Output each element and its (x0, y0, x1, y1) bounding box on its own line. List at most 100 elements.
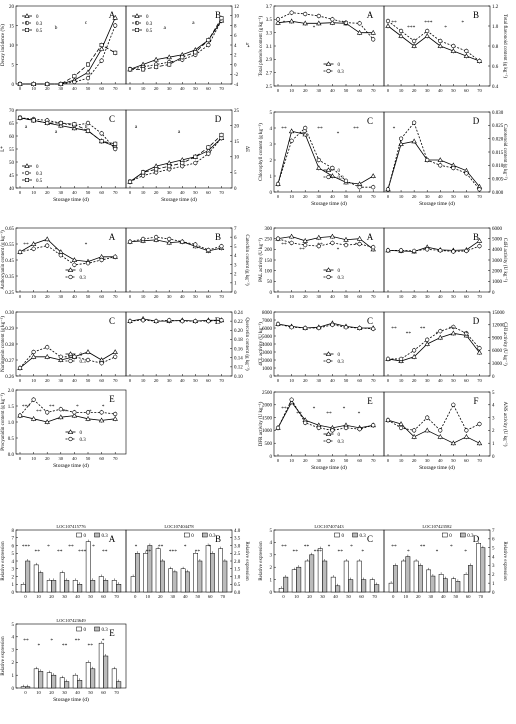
y-tick-label: 2000 (492, 269, 503, 274)
data-point-0 (437, 334, 443, 340)
y-tick-label: 4000 (262, 343, 273, 348)
series-line-0.3 (388, 326, 480, 360)
series-line-0 (19, 415, 116, 423)
y-tick-label: 2500 (262, 391, 273, 396)
data-point-0 (424, 33, 430, 38)
data-point-0.5 (167, 62, 172, 67)
legend-label: 0 (338, 269, 341, 274)
bar-0.3 (64, 580, 70, 593)
x-tick-label: 70 (479, 594, 484, 599)
panel-label: A (109, 232, 116, 242)
legend-label: 0 (36, 165, 39, 170)
x-tick-label: 50 (86, 456, 91, 461)
data-point-0.5 (141, 170, 146, 175)
y-tick-label: 0.29 (5, 327, 14, 332)
legend-marker (326, 68, 331, 74)
x-tick-label: 20 (412, 88, 417, 93)
series-line-0.3 (387, 20, 480, 62)
bar-0.3 (405, 556, 411, 593)
significance-mark: a (25, 124, 28, 130)
legend-label: 0.3 (467, 534, 474, 539)
panel-label: E (109, 394, 115, 404)
x-tick-label: 30 (317, 458, 322, 463)
legend-marker (24, 178, 29, 183)
x-tick-label: 60 (99, 378, 104, 383)
data-point-0.3 (31, 397, 36, 402)
x-tick-label: 70 (371, 294, 376, 299)
y-tick-label: 8 (12, 529, 15, 534)
significance-mark: ** (35, 549, 41, 555)
y-tick-label: 1000 (262, 367, 273, 372)
significance-mark: ** (299, 247, 305, 253)
data-point-0.5 (45, 121, 50, 126)
significance-mark: * (135, 544, 138, 550)
legend-marker (135, 27, 140, 32)
y-tick-label: 3 (492, 564, 495, 569)
significance-mark: *** (314, 549, 323, 555)
y-tick-label: 12000 (492, 324, 505, 329)
x-tick-label: 20 (416, 594, 421, 599)
series-line-0.3 (129, 137, 222, 183)
data-point-0.3 (275, 17, 281, 22)
data-point-0.3 (206, 42, 211, 48)
x-tick-label: 0 (282, 594, 285, 599)
y-tick-label: 0 (234, 63, 237, 68)
data-point-0.3 (412, 428, 417, 433)
bar-0.3 (103, 580, 109, 593)
data-point-0.3 (206, 247, 211, 253)
data-point-0 (112, 14, 118, 20)
significance-mark: ** (338, 549, 344, 555)
significance-mark: a (192, 20, 195, 26)
significance-mark: * (76, 404, 79, 410)
x-tick-label: 0 (129, 190, 132, 195)
y-tick-label: 1.0 (492, 25, 499, 30)
y-tick-label: 0 (492, 375, 495, 380)
y-tick-label: 1.2 (492, 5, 499, 10)
gene-label: LOC107415776 (56, 524, 86, 529)
panel-label: E (109, 628, 115, 638)
y-tick-label: 5 (12, 552, 15, 557)
y-tick-label: 0 (12, 591, 15, 596)
data-point-0.3 (85, 76, 91, 81)
data-point-0 (302, 131, 308, 137)
data-point-0.3 (357, 185, 362, 190)
plot-frame (125, 227, 233, 293)
y-tick-label: 4 (270, 541, 273, 546)
data-point-0.3 (45, 410, 50, 415)
y-tick-label: 2 (234, 54, 237, 59)
legend-marker (325, 431, 332, 436)
legend-label: 0 (36, 15, 39, 20)
bar-0.3 (348, 579, 354, 593)
data-point-0.3 (85, 261, 91, 266)
x-tick-label: 30 (425, 378, 430, 383)
series-line-0.3 (129, 236, 222, 251)
data-point-0.5 (128, 179, 133, 184)
x-tick-label: 40 (72, 456, 77, 461)
y-tick-label: 0 (492, 591, 495, 596)
data-point-0 (85, 416, 91, 421)
y-tick-label: 40 (9, 187, 15, 192)
data-point-0 (288, 128, 295, 134)
data-point-0.3 (316, 157, 321, 163)
bar-0 (20, 584, 26, 593)
y-tick-label: 2.0 (8, 389, 15, 394)
significance-mark: * (450, 544, 453, 550)
series-line-0.5 (129, 134, 222, 183)
data-point-0.5 (141, 67, 146, 72)
bar-0 (278, 588, 284, 593)
data-point-0.3 (17, 249, 23, 255)
series-line-0 (387, 240, 480, 252)
x-tick-label: 10 (141, 86, 146, 91)
y-tick-label: 15000 (492, 311, 505, 316)
data-point-0.5 (17, 82, 22, 87)
y-axis-label: L* (1, 146, 6, 152)
x-tick-label: 30 (59, 86, 64, 91)
data-point-0.3 (371, 326, 376, 331)
y-tick-label: 5 (12, 63, 15, 68)
significance-mark: * (337, 131, 340, 137)
data-point-0.5 (72, 122, 77, 127)
panel-label: A (367, 10, 374, 20)
significance-mark: ** (49, 404, 55, 410)
bar-0.3 (51, 580, 57, 593)
y-tick-label: 0.6 (492, 65, 499, 70)
